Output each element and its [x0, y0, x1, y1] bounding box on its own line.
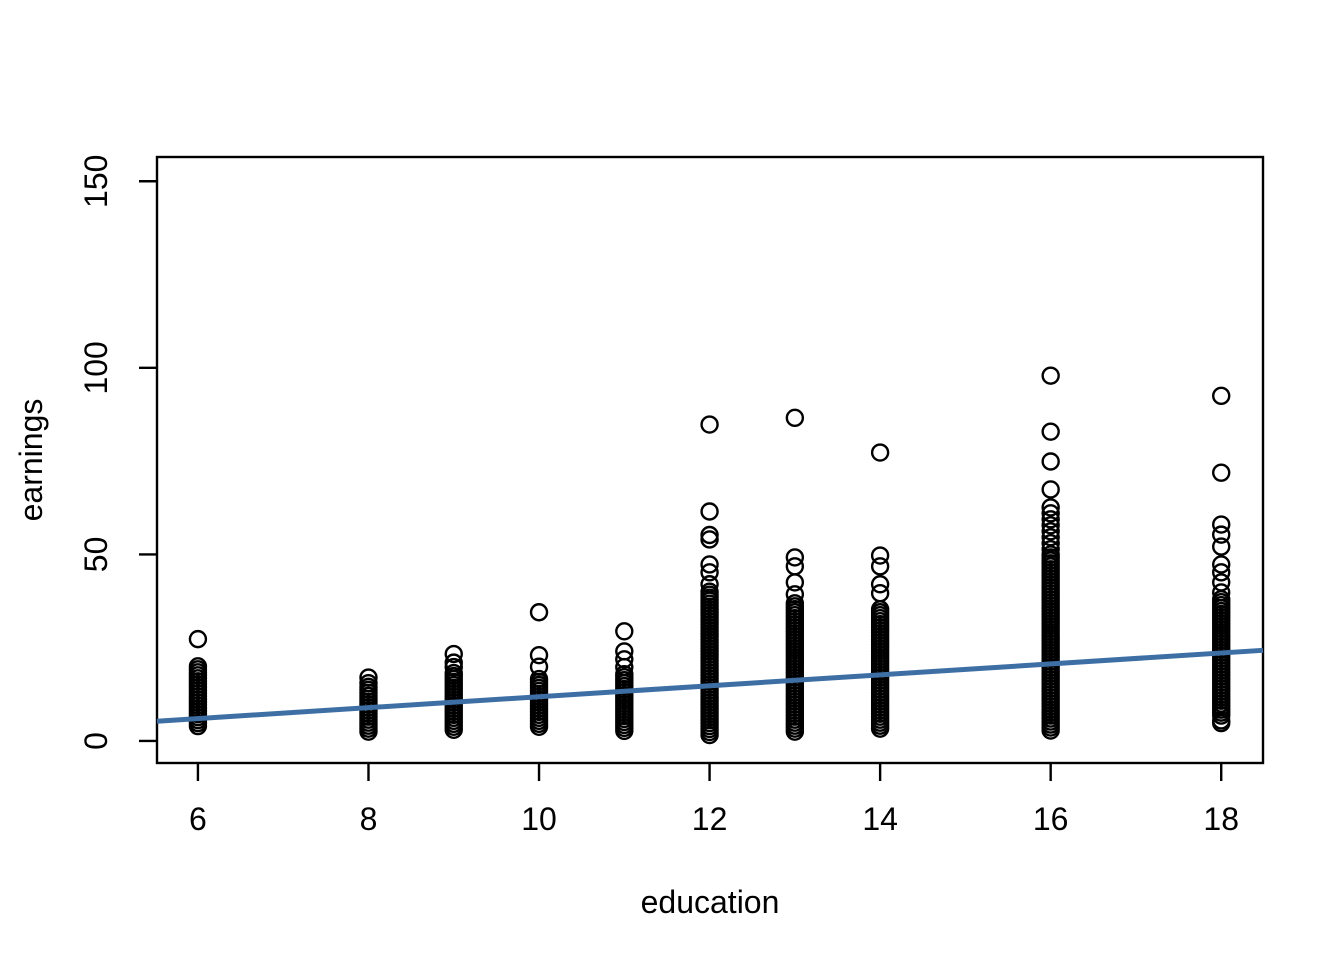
data-point [1041, 504, 1060, 523]
data-point [785, 548, 805, 567]
data-point [1212, 537, 1231, 556]
data-point [700, 555, 719, 574]
x-tick-label: 8 [360, 801, 378, 837]
regression-line [156, 647, 1264, 724]
data-point [1041, 516, 1060, 535]
data-point [1041, 498, 1060, 517]
y-axis-title: earnings [13, 399, 49, 522]
data-point [529, 717, 549, 737]
data-point [1212, 463, 1231, 482]
data-point [700, 502, 719, 521]
data-point [1041, 422, 1060, 441]
data-point [1212, 563, 1231, 582]
data-point [785, 408, 805, 428]
data-point [700, 530, 719, 549]
x-tick-label: 12 [692, 801, 728, 837]
x-tick-label: 6 [189, 801, 207, 837]
data-point [870, 557, 890, 576]
y-tick-label: 100 [78, 341, 114, 394]
data-point [1212, 386, 1231, 406]
data-point [1041, 452, 1060, 471]
y-tick-label: 0 [78, 732, 114, 750]
data-point [1041, 522, 1060, 541]
data-point [785, 722, 805, 741]
data-point [870, 443, 890, 462]
data-point [1041, 721, 1060, 740]
data-point [700, 725, 719, 745]
data-point [785, 573, 805, 592]
data-point [1041, 510, 1060, 529]
data-point [188, 629, 208, 649]
data-point [1212, 515, 1231, 534]
data-point [529, 645, 549, 665]
data-point [1212, 555, 1231, 574]
x-tick-label: 14 [862, 801, 898, 837]
data-point [529, 603, 549, 622]
data-point [700, 563, 719, 582]
data-point [870, 719, 890, 738]
y-tick-label: 50 [78, 537, 114, 573]
data-point [615, 622, 634, 641]
data-point [870, 575, 890, 594]
data-point [1212, 525, 1231, 544]
data-point [1041, 480, 1060, 499]
x-tick-label: 16 [1033, 801, 1069, 837]
x-axis-title: education [641, 884, 780, 920]
data-point [1212, 706, 1231, 725]
data-point [700, 415, 719, 434]
data-point [1041, 366, 1060, 385]
x-tick-label: 18 [1203, 801, 1239, 837]
data-point [615, 721, 634, 741]
data-point [359, 722, 378, 741]
data-point [444, 644, 463, 664]
y-tick-label: 150 [78, 155, 114, 208]
data-point [444, 720, 463, 739]
x-tick-label: 10 [521, 801, 557, 837]
data-point [870, 546, 890, 565]
